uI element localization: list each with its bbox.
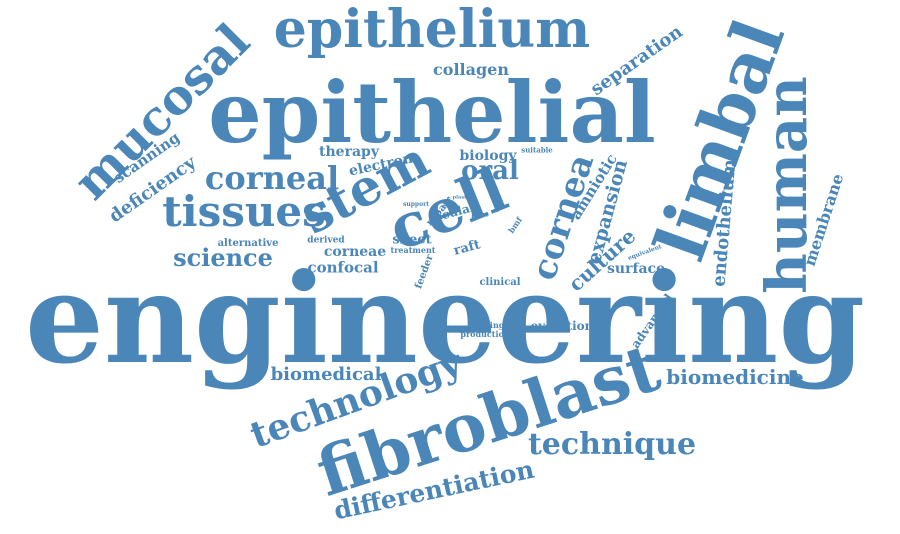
word-surface: surface	[607, 261, 665, 277]
word-production: production	[460, 329, 510, 339]
word-collagen: collagen	[433, 60, 509, 79]
word-derived: derived	[307, 235, 345, 246]
word-biology: biology	[459, 148, 517, 164]
word-epithelial: epithelial	[208, 63, 656, 162]
word-technique: technique	[527, 427, 697, 462]
word-imaging: imaging	[467, 320, 505, 330]
word-treatment: treatment	[390, 245, 436, 255]
word-oral: oral	[461, 156, 519, 186]
word-engineering: engineering	[24, 247, 866, 392]
word-biomedical: biomedical	[270, 364, 382, 385]
word-tissue-small: tissue	[494, 195, 501, 213]
word-sheet: sheet	[392, 232, 432, 248]
word-clinical: clinical	[479, 277, 521, 288]
word-tissues: tissues	[162, 187, 326, 236]
word-science: science	[173, 243, 273, 272]
word-corneal: corneal	[204, 159, 340, 197]
word-evolution: evolution	[530, 319, 594, 333]
word-confocal: confocal	[307, 258, 379, 277]
word-biomedicine: biomedicine	[666, 365, 804, 389]
word-corneae: corneae	[323, 244, 387, 260]
word-plastic: plastic	[452, 194, 472, 201]
word-support: support	[402, 201, 430, 208]
word-therapy: therapy	[319, 144, 379, 160]
word-suitable: suitable	[521, 145, 553, 155]
word-alternative: alternative	[217, 238, 279, 249]
word-epithelium: epithelium	[273, 0, 591, 60]
word-proc: proc	[471, 209, 489, 219]
